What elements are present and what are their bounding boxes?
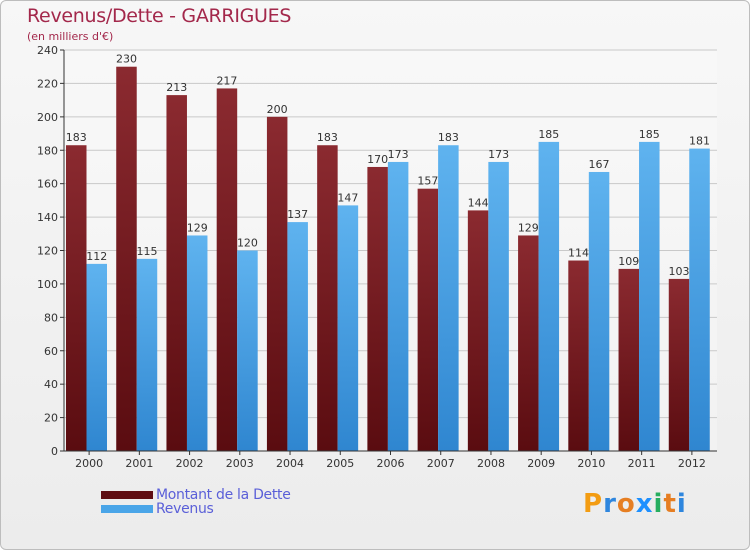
y-tick-label: 180 (37, 144, 58, 157)
bar-revenus (387, 161, 409, 451)
data-label-debt: 213 (166, 81, 187, 94)
data-label-revenus: 183 (438, 131, 459, 144)
data-label-revenus: 167 (589, 158, 610, 171)
data-label-debt: 230 (116, 53, 137, 66)
x-tick-label: 2001 (125, 457, 153, 470)
data-label-debt: 103 (669, 265, 690, 278)
bar-revenus (538, 141, 560, 452)
y-tick-label: 100 (37, 278, 58, 291)
data-label-revenus: 147 (337, 191, 358, 204)
data-label-revenus: 173 (388, 148, 409, 161)
bar-revenus (337, 205, 359, 451)
y-tick-label: 80 (44, 311, 58, 324)
bar-revenus (186, 235, 208, 451)
bar-debt (568, 260, 589, 451)
bar-revenus (237, 250, 258, 451)
x-tick-label: 2003 (226, 457, 254, 470)
legend-item-revenus: Revenus (101, 501, 214, 517)
data-label-revenus: 137 (287, 208, 308, 221)
bar-revenus (136, 258, 158, 451)
proxiti-logo: Proxiti (583, 489, 687, 519)
y-tick-label: 140 (37, 211, 58, 224)
data-label-revenus: 112 (86, 250, 107, 263)
chart-title: Revenus/Dette - GARRIGUES (27, 5, 292, 27)
x-tick-label: 2000 (75, 457, 103, 470)
x-tick-label: 2010 (577, 457, 605, 470)
legend-swatch-revenus (101, 505, 153, 513)
bar-debt (116, 66, 137, 451)
legend-label-debt: Montant de la Dette (156, 487, 291, 503)
bar-revenus (588, 171, 610, 452)
bar-revenus (287, 222, 308, 451)
data-label-debt: 114 (568, 247, 589, 260)
data-label-revenus: 129 (187, 221, 208, 234)
chart-subtitle: (en milliers d'€) (27, 30, 114, 43)
legend-item-debt: Montant de la Dette (101, 487, 291, 503)
data-label-debt: 183 (66, 131, 87, 144)
x-tick-label: 2004 (276, 457, 304, 470)
x-tick-label: 2009 (527, 457, 555, 470)
x-tick-label: 2012 (678, 457, 706, 470)
data-label-debt: 129 (518, 221, 539, 234)
bar-debt (216, 88, 238, 451)
bar-debt (166, 95, 187, 452)
y-tick-label: 120 (37, 245, 58, 258)
bar-debt (668, 278, 690, 451)
data-label-revenus: 120 (237, 237, 258, 250)
data-label-debt: 170 (367, 153, 388, 166)
data-label-debt: 157 (417, 175, 438, 188)
x-tick-label: 2011 (628, 457, 656, 470)
bar-revenus (438, 145, 459, 452)
data-label-revenus: 185 (639, 128, 660, 141)
bar-revenus (86, 263, 107, 451)
data-label-revenus: 115 (136, 245, 157, 258)
bar-debt (518, 235, 539, 451)
bar-debt (66, 145, 87, 452)
data-label-revenus: 185 (538, 128, 559, 141)
data-label-revenus: 173 (488, 148, 509, 161)
y-tick-label: 240 (37, 44, 58, 57)
x-tick-label: 2005 (326, 457, 354, 470)
y-tick-label: 0 (51, 445, 58, 458)
data-label-debt: 217 (216, 74, 237, 87)
legend-label-revenus: Revenus (156, 501, 214, 517)
bar-revenus (639, 141, 660, 452)
bar-debt (317, 145, 338, 452)
x-tick-label: 2006 (377, 457, 405, 470)
data-label-debt: 109 (618, 255, 639, 268)
data-label-debt: 144 (468, 196, 489, 209)
x-tick-label: 2002 (176, 457, 204, 470)
bar-debt (367, 166, 388, 452)
legend-swatch-debt (101, 491, 153, 499)
data-label-revenus: 181 (689, 135, 710, 148)
x-tick-label: 2008 (477, 457, 505, 470)
y-tick-label: 20 (44, 412, 58, 425)
y-tick-label: 160 (37, 178, 58, 191)
data-label-debt: 183 (317, 131, 338, 144)
bar-revenus (488, 161, 509, 451)
y-tick-label: 200 (37, 111, 58, 124)
data-label-debt: 200 (267, 103, 288, 116)
y-tick-label: 60 (44, 345, 58, 358)
bar-debt (618, 268, 640, 451)
bar-revenus (689, 148, 710, 451)
y-tick-label: 40 (44, 378, 58, 391)
bar-debt (266, 116, 288, 451)
bar-debt (417, 188, 439, 451)
bar-debt (467, 210, 489, 451)
y-tick-label: 220 (37, 77, 58, 90)
x-tick-label: 2007 (427, 457, 455, 470)
